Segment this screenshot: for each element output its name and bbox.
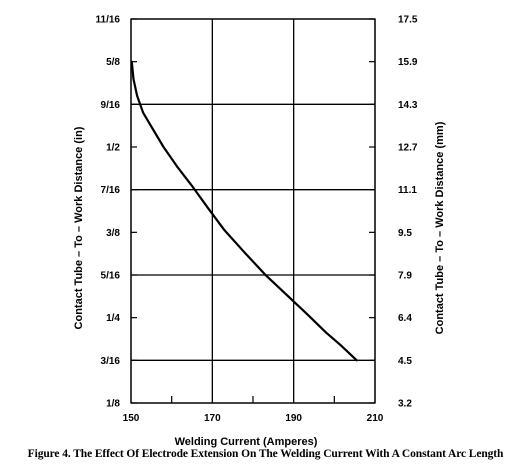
y-tick-label-right: 15.9 [398, 57, 418, 68]
data-series [130, 60, 358, 362]
minor-ticks [131, 18, 375, 404]
figure-caption: Figure 4. The Effect Of Electrode Extens… [27, 448, 504, 460]
y-tick-label-left: 5/16 [101, 271, 121, 282]
x-tick-label: 190 [285, 413, 302, 424]
x-tick-label: 170 [204, 413, 221, 424]
y-tick-label-left: 1/8 [106, 399, 120, 410]
y-tick-label-right: 17.5 [398, 15, 418, 26]
y-tick-label-left: 9/16 [101, 100, 121, 111]
y-tick-label-left: 5/8 [106, 57, 120, 68]
left-y-axis-title: Contact Tube – To – Work Distance (in) [73, 126, 85, 329]
left-y-tick-labels: 11/16 5/8 9/16 1/2 7/16 3/8 5/16 1/4 3/16 1/8 [96, 15, 121, 410]
y-tick-label-right: 11.1 [398, 185, 417, 196]
y-tick-label-right: 6.4 [398, 313, 412, 324]
grid-lines [130, 18, 376, 404]
y-tick-label-left: 3/16 [101, 356, 121, 367]
y-tick-label-right: 14.3 [398, 100, 418, 111]
x-tick-label: 150 [123, 413, 140, 424]
x-axis-title: Welding Current (Amperes) [175, 436, 318, 448]
y-tick-label-left: 11/16 [96, 15, 121, 26]
y-tick-label-right: 9.5 [398, 228, 412, 239]
y-tick-label-left: 1/2 [106, 143, 120, 154]
y-tick-label-left: 7/16 [101, 185, 121, 196]
x-tick-label: 210 [367, 413, 384, 424]
plot-frame [130, 18, 376, 404]
plot-border [130, 18, 376, 404]
y-tick-label-left: 3/8 [106, 228, 120, 239]
y-tick-label-left: 1/4 [106, 313, 120, 324]
y-tick-label-right: 12.7 [398, 143, 418, 154]
right-y-axis-title: Contact Tube – To – Work Distance (mm) [434, 121, 446, 334]
x-tick-labels: 150 170 190 210 [123, 413, 384, 424]
y-tick-label-right: 4.5 [398, 356, 412, 367]
right-y-tick-labels: 17.5 15.9 14.3 12.7 11.1 9.5 7.9 6.4 4.5 3.2 [398, 15, 418, 410]
y-tick-label-right: 3.2 [398, 399, 412, 410]
y-tick-label-right: 7.9 [398, 271, 412, 282]
series-line [130, 60, 358, 362]
